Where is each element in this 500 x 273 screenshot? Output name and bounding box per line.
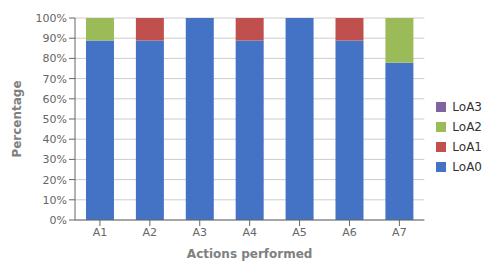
svg-text:20%: 20% [43,174,67,187]
svg-text:A4: A4 [242,226,257,239]
svg-text:40%: 40% [43,133,67,146]
svg-text:Percentage: Percentage [10,80,24,157]
html-text:LoA1: LoA1 [452,139,482,154]
svg-text:A1: A1 [93,226,108,239]
svg-text:A2: A2 [143,226,158,239]
svg-text:A7: A7 [392,226,407,239]
svg-text:50%: 50% [43,113,67,126]
svg-text:Actions performed: Actions performed [187,247,313,261]
svg-text:60%: 60% [43,93,67,106]
svg-text:100%: 100% [36,12,67,25]
svg-text:A3: A3 [192,226,207,239]
svg-text:A5: A5 [292,226,307,239]
svg-text:70%: 70% [43,73,67,86]
svg-text:90%: 90% [43,32,67,45]
html-text:LoA2: LoA2 [452,119,482,134]
svg-text:30%: 30% [43,153,67,166]
svg-text:80%: 80% [43,52,67,65]
html-text:LoA3: LoA3 [452,99,482,114]
html-text:LoA0: LoA0 [452,159,482,174]
svg-text:0%: 0% [50,214,67,227]
svg-text:10%: 10% [43,194,67,207]
svg-text:A6: A6 [342,226,357,239]
